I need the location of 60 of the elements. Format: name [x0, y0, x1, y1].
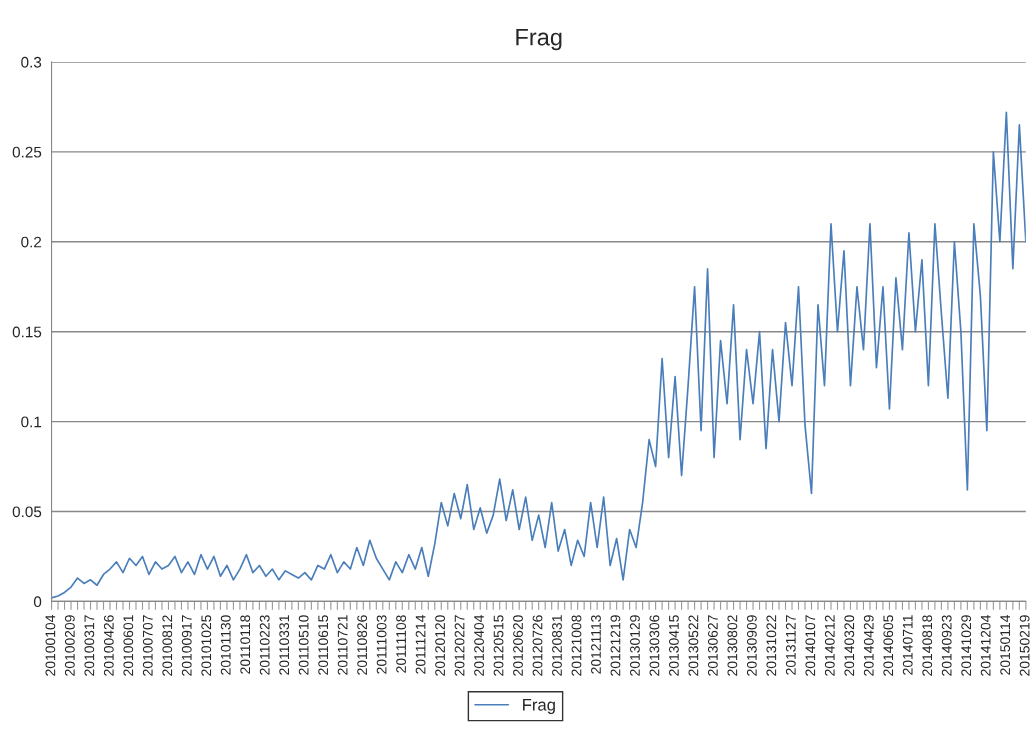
- x-tick-label: 20111214: [415, 615, 426, 674]
- y-tick-label: 0.1: [21, 416, 42, 428]
- x-tick-label: 20130522: [688, 615, 699, 676]
- y-tick-label: 0: [33, 596, 42, 608]
- x-tick-label: 20140107: [805, 615, 816, 676]
- legend-label: Frag: [523, 699, 555, 714]
- x-tick-label: 20140212: [824, 615, 835, 676]
- x-tick-label: 20130306: [649, 615, 660, 676]
- x-tick-label: 20100209: [64, 615, 75, 676]
- y-tick-label: 0.05: [12, 506, 42, 518]
- x-tick-label: 20131022: [766, 615, 777, 676]
- x-tick-label: 20100104: [45, 615, 56, 676]
- x-tick-label: 20101025: [201, 615, 212, 676]
- x-tick-label: 20121219: [610, 615, 621, 676]
- x-tick-label: 20130415: [668, 615, 679, 676]
- x-tick-label: 20110826: [357, 615, 368, 675]
- x-tick-label: 20120404: [474, 615, 484, 676]
- x-tick-label: 20120120: [435, 615, 445, 676]
- x-tick-label: 20100917: [181, 615, 192, 676]
- x-tick-label: 20110118: [240, 615, 251, 674]
- x-tick-label: 20110721: [337, 615, 348, 675]
- x-tick-label: 20110223: [259, 615, 270, 675]
- x-tick-label: 20120515: [493, 615, 504, 676]
- x-tick-label: 20130129: [630, 615, 640, 676]
- x-tick-label: 20101130: [220, 615, 231, 675]
- x-tick-label: 20141204: [980, 615, 991, 676]
- y-tick-label: 0.2: [21, 236, 42, 248]
- x-tick-label: 20150114: [1000, 615, 1011, 675]
- x-tick-label: 20100317: [84, 615, 95, 676]
- x-tick-label: 20131127: [785, 615, 796, 675]
- x-tick-label: 20111108: [396, 615, 407, 673]
- y-tick-label: 0.25: [12, 146, 42, 158]
- x-tick-label: 20130909: [746, 615, 757, 676]
- x-tick-label: 20150219: [1019, 615, 1030, 676]
- x-tick-label: 20120227: [454, 615, 465, 676]
- x-tick-label: 20140605: [883, 615, 894, 676]
- x-tick-label: 20120831: [552, 615, 562, 676]
- chart-title: Frag: [516, 29, 562, 51]
- x-tick-label: 20130802: [727, 615, 738, 676]
- y-tick-label: 0.3: [21, 56, 42, 68]
- x-tick-label: 20120620: [513, 615, 523, 676]
- y-tick-label: 0.15: [12, 326, 42, 338]
- x-tick-label: 20120726: [532, 615, 543, 676]
- x-tick-label: 20121113: [591, 615, 601, 674]
- x-tick-label: 20121008: [571, 615, 582, 676]
- x-tick-label: 20100426: [103, 615, 114, 676]
- x-tick-label: 20100707: [142, 615, 153, 676]
- x-tick-label: 20100601: [123, 615, 134, 676]
- x-tick-label: 20140818: [922, 615, 933, 676]
- x-tick-label: 20140711: [902, 615, 913, 675]
- x-tick-label: 20111003: [376, 615, 387, 674]
- x-tick-label: 20110331: [279, 615, 290, 675]
- x-tick-label: 20141029: [961, 615, 972, 676]
- x-tick-label: 20110510: [298, 615, 309, 675]
- x-tick-label: 20100812: [162, 615, 173, 676]
- x-tick-label: 20140320: [844, 615, 855, 676]
- x-tick-label: 20140429: [863, 615, 874, 676]
- x-tick-label: 20130627: [707, 615, 718, 676]
- x-tick-label: 20110615: [318, 615, 329, 675]
- x-tick-label: 20140923: [941, 615, 952, 676]
